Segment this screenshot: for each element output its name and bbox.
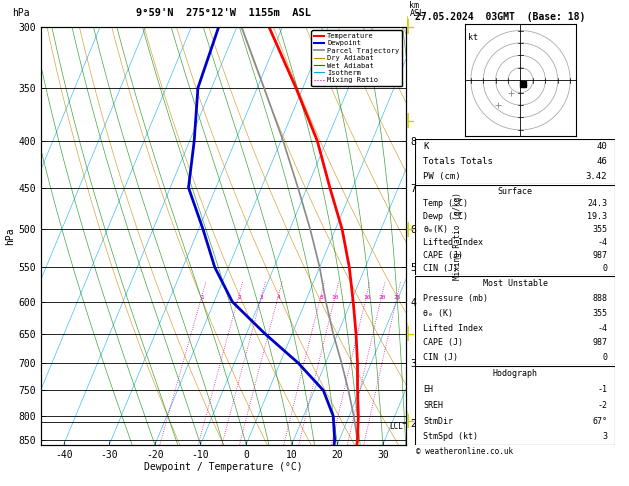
Text: 16: 16 — [363, 295, 370, 300]
Text: |: | — [405, 16, 410, 25]
Text: 20: 20 — [378, 295, 386, 300]
Text: 9°59'N  275°12'W  1155m  ASL: 9°59'N 275°12'W 1155m ASL — [136, 8, 311, 18]
Text: © weatheronline.co.uk: © weatheronline.co.uk — [416, 447, 513, 456]
Text: |: | — [405, 323, 410, 332]
Text: LCL: LCL — [389, 422, 403, 432]
Text: 1: 1 — [200, 295, 204, 300]
Text: -4: -4 — [597, 324, 607, 332]
Text: |: | — [405, 225, 410, 234]
Text: |: | — [405, 116, 410, 125]
Text: 67°: 67° — [592, 417, 607, 426]
Text: km
ASL: km ASL — [409, 1, 425, 18]
Text: EH: EH — [423, 385, 433, 394]
Text: 24.3: 24.3 — [587, 199, 607, 208]
Text: Totals Totals: Totals Totals — [423, 157, 493, 166]
Text: CAPE (J): CAPE (J) — [423, 251, 463, 260]
Text: 25: 25 — [394, 295, 401, 300]
Text: 3: 3 — [602, 433, 607, 441]
Text: CAPE (J): CAPE (J) — [423, 338, 463, 347]
Text: SREH: SREH — [423, 401, 443, 410]
Text: Pressure (mb): Pressure (mb) — [423, 294, 488, 303]
Text: Hodograph: Hodograph — [493, 369, 538, 378]
Text: 0: 0 — [602, 353, 607, 363]
Text: 355: 355 — [592, 225, 607, 234]
Text: 10: 10 — [331, 295, 339, 300]
Text: kt: kt — [469, 33, 478, 42]
Text: 4: 4 — [277, 295, 281, 300]
Legend: Temperature, Dewpoint, Parcel Trajectory, Dry Adiabat, Wet Adiabat, Isotherm, Mi: Temperature, Dewpoint, Parcel Trajectory… — [311, 30, 402, 86]
Text: K: K — [423, 142, 428, 151]
Text: 3.42: 3.42 — [586, 172, 607, 181]
Text: -2: -2 — [597, 401, 607, 410]
Text: hPa: hPa — [12, 8, 30, 18]
Y-axis label: hPa: hPa — [6, 227, 16, 244]
Text: CIN (J): CIN (J) — [423, 353, 458, 363]
Text: θₑ(K): θₑ(K) — [423, 225, 448, 234]
Text: 8: 8 — [319, 295, 323, 300]
Text: 27.05.2024  03GMT  (Base: 18): 27.05.2024 03GMT (Base: 18) — [415, 12, 586, 22]
Text: Lifted Index: Lifted Index — [423, 238, 483, 247]
Text: 40: 40 — [596, 142, 607, 151]
Text: StmDir: StmDir — [423, 417, 453, 426]
Text: 987: 987 — [592, 338, 607, 347]
Text: 3: 3 — [260, 295, 264, 300]
Text: -1: -1 — [597, 385, 607, 394]
Text: 0: 0 — [602, 264, 607, 273]
Text: 2: 2 — [237, 295, 241, 300]
Text: 355: 355 — [592, 309, 607, 317]
Text: Mixing Ratio (g/kg): Mixing Ratio (g/kg) — [453, 192, 462, 279]
Text: 987: 987 — [592, 251, 607, 260]
Text: 46: 46 — [596, 157, 607, 166]
Text: Most Unstable: Most Unstable — [482, 278, 548, 288]
Text: Dewp (°C): Dewp (°C) — [423, 212, 468, 221]
Text: StmSpd (kt): StmSpd (kt) — [423, 433, 478, 441]
X-axis label: Dewpoint / Temperature (°C): Dewpoint / Temperature (°C) — [144, 462, 303, 472]
Text: Lifted Index: Lifted Index — [423, 324, 483, 332]
Text: 888: 888 — [592, 294, 607, 303]
Text: |: | — [405, 412, 410, 420]
Text: 19.3: 19.3 — [587, 212, 607, 221]
Text: PW (cm): PW (cm) — [423, 172, 461, 181]
Text: -4: -4 — [597, 238, 607, 247]
Text: Temp (°C): Temp (°C) — [423, 199, 468, 208]
Text: CIN (J): CIN (J) — [423, 264, 458, 273]
Text: Surface: Surface — [498, 187, 533, 195]
Text: θₑ (K): θₑ (K) — [423, 309, 453, 317]
